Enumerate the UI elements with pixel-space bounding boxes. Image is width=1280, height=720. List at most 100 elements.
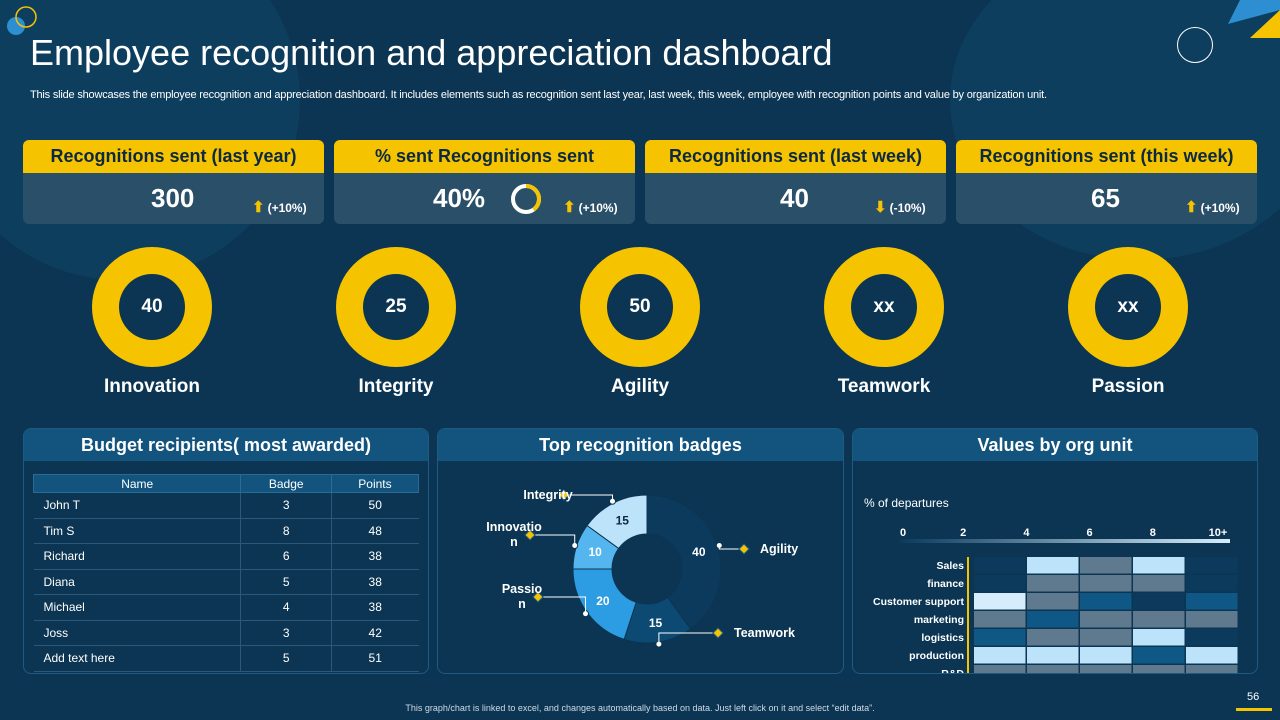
table-row: Tim S 8 48 xyxy=(33,518,419,544)
donut-value-label: 15 xyxy=(616,513,630,527)
cell-points: 50 xyxy=(331,492,419,519)
heatmap-cell xyxy=(1080,647,1132,664)
category-label: Teamwork xyxy=(734,626,795,640)
page-number: 56 xyxy=(1247,691,1260,703)
kpi-change-value: (+10%) xyxy=(267,201,307,215)
table-row: Michael 4 38 xyxy=(33,594,419,621)
progress-ring-fill xyxy=(511,184,541,214)
kpi-change: ⬆ (+10%) xyxy=(563,198,618,216)
donut-value-label: 10 xyxy=(588,545,602,559)
leader-line xyxy=(538,596,587,614)
cell-badge: 5 xyxy=(240,645,332,672)
cell-points: 38 xyxy=(331,543,419,570)
heatmap-cell xyxy=(1080,611,1132,628)
progress-ring-icon xyxy=(511,184,541,214)
heatmap-cell xyxy=(1080,629,1132,646)
footer-note: This graph/chart is linked to excel, and… xyxy=(405,703,875,713)
scale-tick-label: 4 xyxy=(1023,527,1030,539)
cell-name: Richard xyxy=(33,543,242,570)
value-donut-teamwork: xx xyxy=(824,247,944,367)
donut-value-label: 15 xyxy=(649,616,663,630)
row-label: production xyxy=(909,650,964,662)
cell-name: Diana xyxy=(33,569,242,595)
scale-tick-label: 0 xyxy=(900,527,906,539)
arrow-up-icon: ⬆ xyxy=(252,199,265,216)
heatmap-cell xyxy=(1080,593,1132,610)
row-label: finance xyxy=(927,578,964,590)
scale-bar xyxy=(900,539,1230,543)
kpi-value: 40% xyxy=(433,183,486,213)
table-row: Diana 5 38 xyxy=(33,569,419,595)
kpi-card-last-week: Recognitions sent (last week) 40 ⬇ (-10%) xyxy=(645,140,946,224)
values-by-org-panel: Values by org unit % of departures 0 2 4 6 8 1… xyxy=(852,428,1258,674)
value-donut-innovation: 40 xyxy=(92,247,212,367)
table-header-row: Name Badge Points xyxy=(32,474,420,493)
row-label: R&D xyxy=(941,668,964,674)
heatmap-cell xyxy=(1027,575,1079,592)
kpi-change: ⬆ (+10%) xyxy=(252,198,307,216)
heatmap-cell xyxy=(1186,647,1238,664)
heatmap-cell xyxy=(1027,665,1079,673)
value-label: Integrity xyxy=(358,376,434,397)
heatmap-subtitle: % of departures xyxy=(864,496,949,510)
table-row: Joss 3 42 xyxy=(33,620,419,646)
cell-badge: 6 xyxy=(240,543,332,570)
badges-donut-chart: 40 Agility 15 Teamwork 20 Passio n 10 Innovatio n… xyxy=(486,488,798,648)
corner-circles-icon xyxy=(7,6,37,35)
heatmap-cell xyxy=(1186,665,1238,673)
row-axis-line xyxy=(967,557,969,673)
heatmap-cell xyxy=(1133,647,1185,664)
row-label: marketing xyxy=(914,614,964,626)
heatmap-cell xyxy=(1027,557,1079,574)
donut-value: 25 xyxy=(363,274,429,340)
diamond-marker-icon xyxy=(558,489,570,501)
scale-tick-label: 10+ xyxy=(1209,527,1228,539)
value-label: Passion xyxy=(1091,376,1165,397)
cell-badge: 8 xyxy=(240,518,332,544)
panel-title: Budget recipients( most awarded) xyxy=(24,429,428,461)
cell-badge: 3 xyxy=(240,492,332,519)
heatmap-cell xyxy=(1133,611,1185,628)
heatmap-cell xyxy=(1133,665,1185,673)
panel-title: Values by org unit xyxy=(853,429,1257,461)
heatmap-cell xyxy=(1133,629,1185,646)
kpi-label: Recognitions sent (last year) xyxy=(23,140,324,173)
org-unit-heatmap: % of departures 0 2 4 6 8 10+ Sales finance Custo… xyxy=(864,496,1238,674)
cell-points: 51 xyxy=(331,645,419,672)
heatmap-cell xyxy=(1080,557,1132,574)
heatmap-cell xyxy=(1186,593,1238,610)
heatmap-cell xyxy=(1027,647,1079,664)
cell-badge: 4 xyxy=(240,594,332,621)
value-donut-passion: xx xyxy=(1068,247,1188,367)
heatmap-cell xyxy=(1027,593,1079,610)
donut-value: xx xyxy=(851,274,917,340)
table-row: John T 3 50 xyxy=(33,492,419,519)
row-label: Customer support xyxy=(873,596,965,608)
row-label: logistics xyxy=(921,632,964,644)
cell-points: 48 xyxy=(331,518,419,544)
cell-points: 42 xyxy=(331,620,419,646)
heatmap-cell xyxy=(974,557,1026,574)
heatmap-cell xyxy=(1080,575,1132,592)
cell-badge: 3 xyxy=(240,620,332,646)
donut-slice-agility xyxy=(646,494,722,630)
leader-line xyxy=(530,534,576,546)
kpi-card-this-week: Recognitions sent (this week) 65 ⬆ (+10%) xyxy=(956,140,1257,224)
kpi-value: 65 xyxy=(1091,183,1120,213)
heatmap-cell xyxy=(974,593,1026,610)
corner-decoration xyxy=(1228,0,1280,38)
kpi-change: ⬇ (-10%) xyxy=(874,198,926,216)
value-label: Agility xyxy=(610,376,670,397)
table-row: Richard 6 38 xyxy=(33,543,419,570)
cell-name: John T xyxy=(33,492,242,519)
heatmap-cell xyxy=(1186,557,1238,574)
cell-name: Tim S xyxy=(33,518,242,544)
donut-value: 50 xyxy=(607,274,673,340)
heatmap-cell xyxy=(1027,611,1079,628)
page-number-underline xyxy=(1236,708,1272,711)
budget-recipients-panel: Budget recipients( most awarded) Name Ba… xyxy=(23,428,429,674)
cell-badge: 5 xyxy=(240,569,332,595)
cell-name: Add text here xyxy=(33,645,242,672)
row-label: Sales xyxy=(937,560,965,572)
value-donut-integrity: 25 xyxy=(336,247,456,367)
